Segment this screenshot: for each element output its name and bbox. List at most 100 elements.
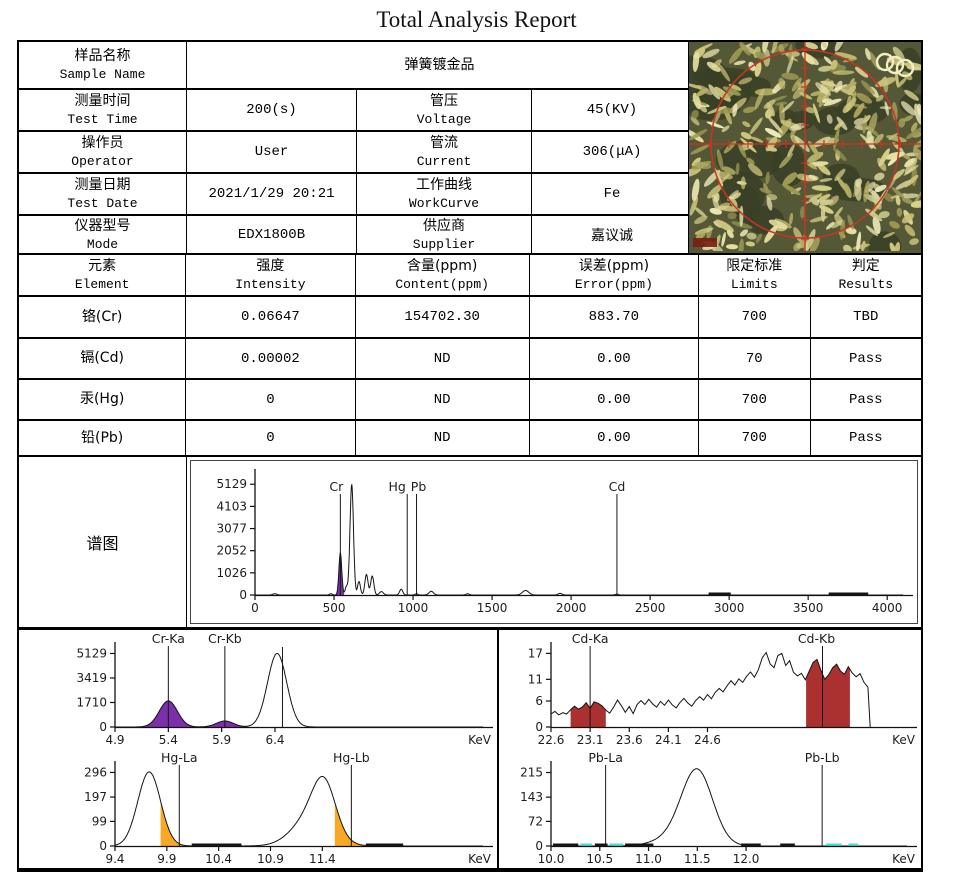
table-row-hg: 汞(Hg) 0 ND 0.00 700 Pass [19,380,921,421]
svg-text:10.0: 10.0 [538,852,565,866]
svg-text:23.6: 23.6 [616,733,643,747]
svg-text:0: 0 [251,601,259,615]
svg-text:17: 17 [528,646,543,660]
analysis-table: 样品名称 Sample Name 弹簧镀金品 测量时间 Test Time 200… [17,30,929,629]
left-chart-panel: 0 1710 3419 5129 4.9 5.4 5.9 6.4 KeV Cr-Ka Cr-Kb 0… [19,630,497,868]
col-results: 判定 Results [838,258,894,292]
spectrum-area: 0 1026 2052 3077 4103 5129 0 500 1000 1500 2000 250… [187,457,921,627]
svg-text:KeV: KeV [468,733,492,747]
sample-photo-image [661,30,929,263]
pb-spectrum-chart: 0 72 143 215 10.0 10.5 11.0 11.5 12.0 KeV Pb-La Pb-… [520,750,917,866]
svg-text:1710: 1710 [76,695,107,709]
sample-name-value: 弹簧镀金品 [404,56,475,73]
table-row-cr: 铬(Cr) 0.06647 154702.30 883.70 700 TBD [19,297,921,339]
col-error: 误差(ppm) Error(ppm) [530,255,699,295]
mode-label: 仪器型号 Mode [19,216,187,253]
svg-text:4103: 4103 [216,499,247,513]
element-header-row: 元素 Element 强度 Intensity 含量(ppm) Content(ppm… [19,255,921,297]
info-row: 仪器型号 Mode EDX1800B 供应商 Supplier 嘉议诚 [19,216,921,255]
svg-text:4000: 4000 [872,601,903,615]
svg-text:Cd: Cd [609,479,626,494]
svg-text:10.5: 10.5 [586,852,613,866]
col-intensity: 强度 Intensity [186,255,356,295]
test-date-value: 2021/1/29 20:21 [187,174,357,214]
svg-text:5129: 5129 [216,477,247,491]
svg-text:6.4: 6.4 [265,733,284,747]
info-row: 测量时间 Test Time 200(s) 管压 Voltage 45(KV) [19,90,921,132]
svg-text:0: 0 [99,839,107,853]
current-value: 306(μA) [582,144,642,160]
cr-spectrum-chart: 0 1710 3419 5129 4.9 5.4 5.9 6.4 KeV Cr-Ka Cr-Kb [76,631,493,747]
report-title: Total Analysis Report [376,7,577,32]
svg-text:Cr-Ka: Cr-Ka [152,631,185,646]
col-element: 元素 Element [19,255,187,295]
svg-text:5.9: 5.9 [212,733,231,747]
svg-text:KeV: KeV [892,852,916,866]
svg-text:KeV: KeV [468,852,492,866]
svg-text:11: 11 [528,672,543,686]
svg-text:3077: 3077 [216,522,247,536]
status-badge: Pass [848,430,883,446]
svg-text:2500: 2500 [635,601,666,615]
supplier-label: 供应商 Supplier [357,216,532,253]
svg-text:24.1: 24.1 [655,733,682,747]
voltage-value: 45(KV) [586,102,638,118]
spectrum-row: 谱图 0 1026 2052 3077 4103 5129 0 500 1000 1500 2000… [19,457,921,627]
svg-text:Cd-Ka: Cd-Ka [572,631,609,646]
svg-text:6: 6 [535,694,543,708]
right-chart-panel: 0 6 11 17 22.6 23.1 23.6 24.1 24.6 KeV Cd-Ka Cd-Kb … [499,630,921,868]
svg-text:72: 72 [528,814,543,828]
svg-text:215: 215 [520,766,543,780]
svg-text:0: 0 [535,839,543,853]
svg-text:2000: 2000 [556,601,587,615]
svg-text:1026: 1026 [216,566,247,580]
svg-text:99: 99 [92,814,107,828]
mode-value: EDX1800B [187,216,357,253]
status-badge: TBD [853,309,879,325]
svg-text:9.9: 9.9 [157,852,176,866]
svg-text:10.4: 10.4 [205,852,232,866]
svg-text:3000: 3000 [714,601,745,615]
panel-divider [497,630,499,868]
status-badge: Pass [848,350,883,367]
svg-text:Pb-La: Pb-La [588,750,623,765]
sample-photo [661,30,929,263]
svg-text:Cr: Cr [329,479,344,494]
full-spectrum-chart: 0 1026 2052 3077 4103 5129 0 500 1000 1500 2000 250… [216,469,913,615]
hg-spectrum-chart: 0 99 197 296 9.4 9.9 10.4 10.9 11.4 KeV Hg-La Hg-Lb [84,750,493,866]
sample-row: 样品名称 Sample Name 弹簧镀金品 [19,42,921,90]
status-badge: Pass [848,391,883,408]
svg-text:4.9: 4.9 [105,733,124,747]
test-time-value: 200(s) [187,90,357,130]
svg-text:Pb: Pb [411,479,427,494]
svg-text:296: 296 [84,765,107,779]
svg-text:3419: 3419 [76,671,107,685]
svg-text:500: 500 [323,601,346,615]
svg-text:9.4: 9.4 [105,852,124,866]
col-content: 含量(ppm) Content(ppm) [356,255,530,295]
svg-text:1000: 1000 [398,601,429,615]
svg-text:0: 0 [239,588,247,602]
element-charts-box: 0 1710 3419 5129 4.9 5.4 5.9 6.4 KeV Cr-Ka Cr-Kb 0… [17,628,923,872]
svg-text:Hg: Hg [389,479,406,494]
info-row: 测量日期 Test Date 2021/1/29 20:21 工作曲线 WorkCu… [19,174,921,216]
svg-text:12.0: 12.0 [733,852,760,866]
svg-text:197: 197 [84,790,107,804]
svg-text:143: 143 [520,790,543,804]
cd-spectrum-chart: 0 6 11 17 22.6 23.1 23.6 24.1 24.6 KeV Cd-Ka Cd-Kb [528,631,917,747]
svg-text:5.4: 5.4 [159,733,178,747]
svg-text:KeV: KeV [892,733,916,747]
svg-text:5129: 5129 [76,646,107,660]
svg-text:Pb-Lb: Pb-Lb [805,750,840,765]
svg-text:11.0: 11.0 [635,852,662,866]
svg-text:10.9: 10.9 [257,852,284,866]
svg-text:0: 0 [99,720,107,734]
workcurve-value: Fe [603,186,621,202]
workcurve-label: 工作曲线 WorkCurve [357,174,532,214]
operator-value: User [187,132,357,172]
svg-text:22.6: 22.6 [538,733,565,747]
svg-text:Hg-Lb: Hg-Lb [333,750,370,765]
svg-text:11.4: 11.4 [309,852,336,866]
svg-text:1500: 1500 [477,601,508,615]
spectrum-label: 谱图 [19,457,187,627]
